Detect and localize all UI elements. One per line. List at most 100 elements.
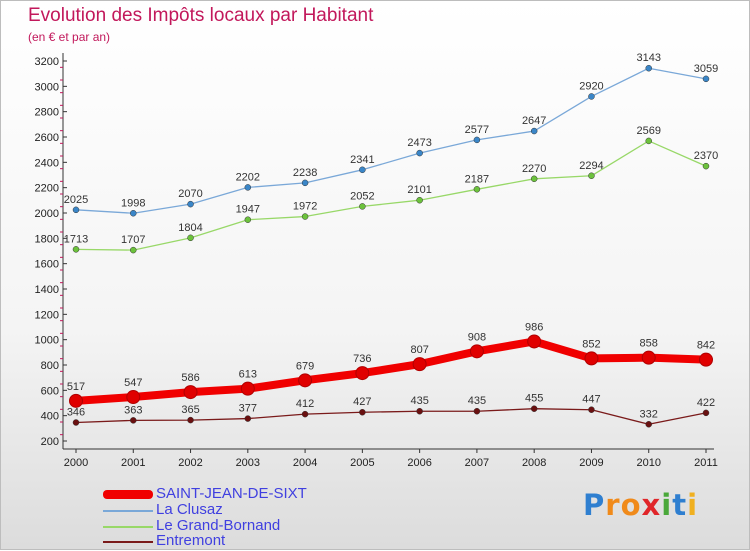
logo-letter: r xyxy=(605,488,621,522)
data-point xyxy=(187,234,194,242)
data-label: 2341 xyxy=(350,154,374,166)
data-point xyxy=(527,334,542,349)
data-label: 547 xyxy=(124,377,142,389)
data-point xyxy=(473,186,481,193)
data-label: 1707 xyxy=(121,234,145,246)
data-label: 422 xyxy=(697,397,715,409)
y-tick-label: 2800 xyxy=(35,107,59,119)
data-point xyxy=(72,206,80,214)
data-label: 517 xyxy=(67,381,85,393)
data-label: 3143 xyxy=(636,52,660,64)
data-label: 2101 xyxy=(407,184,431,196)
y-tick-label: 3200 xyxy=(35,56,59,68)
data-point xyxy=(187,200,194,208)
y-tick-label: 600 xyxy=(41,385,59,397)
data-point xyxy=(69,393,83,408)
data-point xyxy=(416,407,423,415)
data-label: 2647 xyxy=(522,115,546,127)
data-point xyxy=(72,246,80,253)
y-tick-label: 3000 xyxy=(35,81,59,93)
data-label: 427 xyxy=(353,396,371,408)
data-label: 1804 xyxy=(178,222,202,234)
data-label: 455 xyxy=(525,393,543,405)
data-point xyxy=(702,162,710,170)
series-line xyxy=(75,408,707,425)
logo-letter: i xyxy=(687,488,699,522)
y-tick-label: 2000 xyxy=(35,208,59,220)
x-tick-label: 2004 xyxy=(293,457,317,469)
data-point xyxy=(473,136,481,144)
data-label: 2370 xyxy=(694,150,718,162)
data-label: 2270 xyxy=(522,163,546,175)
data-point xyxy=(469,344,484,359)
series-entremont: 346 363 365 377 412 427 435 435 455 447 332 422 xyxy=(67,393,715,428)
data-point xyxy=(298,373,313,388)
data-label: 1972 xyxy=(293,201,317,213)
legend-swatch xyxy=(103,490,153,499)
x-tick-label: 2006 xyxy=(407,457,431,469)
y-tick-label: 1000 xyxy=(35,335,59,347)
data-point xyxy=(530,175,538,183)
legend-swatch xyxy=(103,526,153,528)
data-label: 332 xyxy=(640,408,658,420)
data-point xyxy=(645,64,652,72)
data-label: 447 xyxy=(582,394,600,406)
y-tick-label: 2400 xyxy=(35,157,59,169)
x-tick-label: 2008 xyxy=(522,457,546,469)
x-tick-label: 2009 xyxy=(579,457,603,469)
data-point xyxy=(412,357,427,372)
y-tick-label: 2600 xyxy=(35,132,59,144)
data-label: 2473 xyxy=(407,137,431,149)
data-point xyxy=(187,416,194,424)
series-saint-jean-de-sixt: 517 547 586 613 679 736 807 908 986 852 858 842 xyxy=(67,321,715,408)
data-point xyxy=(530,127,538,135)
x-tick-label: 2000 xyxy=(64,457,88,469)
data-point xyxy=(130,246,137,254)
data-point xyxy=(702,75,710,83)
data-point xyxy=(355,366,370,381)
data-label: 2052 xyxy=(350,190,374,202)
data-point xyxy=(301,213,309,220)
data-label: 858 xyxy=(640,338,658,350)
data-point xyxy=(183,385,198,400)
data-label: 1998 xyxy=(121,197,145,209)
data-point xyxy=(126,390,141,405)
data-label: 365 xyxy=(181,404,199,416)
data-label: 807 xyxy=(410,344,428,356)
data-point xyxy=(702,409,710,417)
chart-title: Evolution des Impôts locaux par Habitant xyxy=(28,5,374,26)
legend-label: Le Grand-Bornand xyxy=(156,517,281,534)
y-tick-label: 800 xyxy=(41,360,59,372)
x-tick-label: 2002 xyxy=(178,457,202,469)
data-point xyxy=(588,406,595,413)
data-point xyxy=(641,350,656,365)
x-tick-label: 2011 xyxy=(694,457,718,469)
y-tick-label: 1600 xyxy=(35,259,59,271)
y-tick-label: 2200 xyxy=(35,183,59,195)
chart-subtitle: (en € et par an) xyxy=(28,30,111,44)
data-label: 1947 xyxy=(236,204,260,216)
x-tick-label: 2007 xyxy=(465,457,489,469)
data-point xyxy=(359,166,366,174)
y-tick-label: 400 xyxy=(41,411,59,423)
data-point xyxy=(301,179,309,187)
series-le-grand-bornand: 1713 1707 1804 1947 1972 2052 2101 2187 2270 2294… xyxy=(64,125,718,254)
x-tick-label: 2003 xyxy=(236,457,260,469)
logo-letter: t xyxy=(672,488,688,522)
data-point xyxy=(130,210,137,217)
data-label: 2294 xyxy=(579,160,603,172)
x-tick-label: 2005 xyxy=(350,457,374,469)
data-label: 586 xyxy=(181,372,199,384)
logo-letter: x xyxy=(641,488,662,522)
data-point xyxy=(473,407,481,415)
series-line xyxy=(75,337,707,405)
data-label: 842 xyxy=(697,340,715,352)
data-point xyxy=(72,419,80,426)
data-point xyxy=(699,352,713,367)
data-point xyxy=(244,184,252,191)
data-point xyxy=(645,421,652,428)
proxiti-logo: Proxiti xyxy=(583,488,698,522)
data-label: 2569 xyxy=(636,125,660,137)
